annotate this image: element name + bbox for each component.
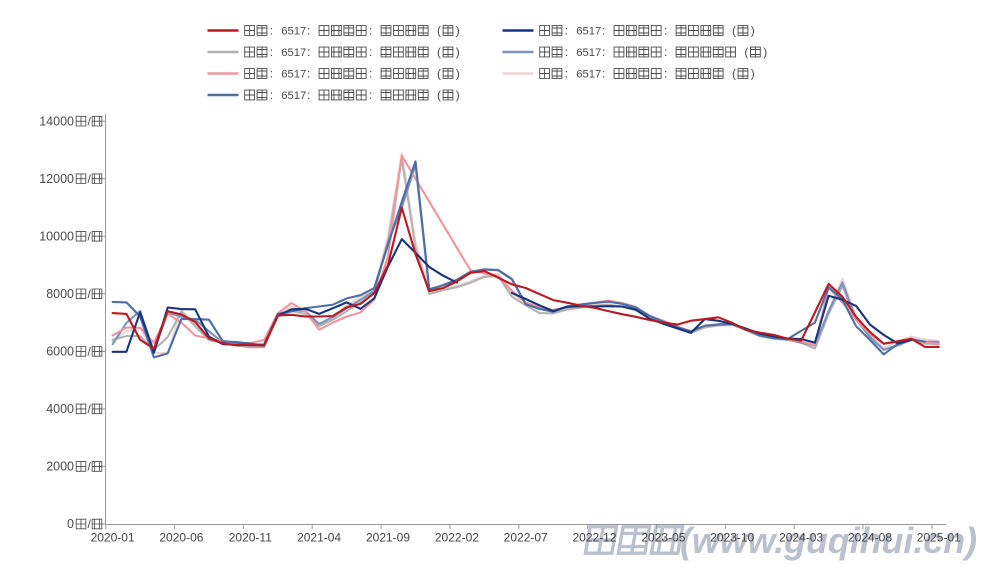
- svg-text::: :: [307, 45, 310, 59]
- svg-text::: :: [369, 24, 372, 38]
- svg-text:2022-12: 2022-12: [572, 531, 616, 545]
- svg-text:2024-03: 2024-03: [779, 531, 823, 545]
- svg-text:/: /: [88, 345, 92, 359]
- svg-text:2020-06: 2020-06: [159, 531, 203, 545]
- svg-text:2021-04: 2021-04: [297, 531, 341, 545]
- svg-text::: :: [565, 67, 568, 81]
- svg-text:12000: 12000: [39, 172, 74, 186]
- svg-text:/: /: [88, 402, 92, 416]
- svg-text:14000: 14000: [39, 114, 74, 128]
- svg-text:(www.guqihui.cn): (www.guqihui.cn): [680, 520, 977, 561]
- svg-text:2021-09: 2021-09: [366, 531, 410, 545]
- svg-text::: :: [565, 24, 568, 38]
- svg-text::: :: [369, 88, 372, 102]
- svg-text:): ): [456, 88, 460, 102]
- svg-text::: :: [270, 88, 273, 102]
- svg-text:6000: 6000: [46, 345, 74, 359]
- svg-text:8000: 8000: [46, 287, 74, 301]
- svg-text:2024-08: 2024-08: [848, 531, 892, 545]
- svg-text:(: (: [437, 67, 441, 81]
- svg-text::: :: [270, 24, 273, 38]
- svg-text::: :: [270, 67, 273, 81]
- svg-text:(: (: [437, 45, 441, 59]
- svg-text:6517: 6517: [281, 26, 306, 38]
- svg-text:/: /: [88, 517, 92, 531]
- svg-text:2023-10: 2023-10: [710, 531, 754, 545]
- svg-text:10000: 10000: [39, 229, 74, 243]
- svg-text:(: (: [732, 24, 736, 38]
- svg-text:): ): [763, 45, 767, 59]
- svg-text:2025-01: 2025-01: [917, 531, 961, 545]
- svg-text:4000: 4000: [46, 402, 74, 416]
- svg-text::: :: [602, 45, 605, 59]
- svg-text:6517: 6517: [281, 90, 306, 102]
- svg-text:): ): [751, 24, 755, 38]
- svg-text::: :: [664, 24, 667, 38]
- svg-text:/: /: [88, 460, 92, 474]
- svg-text:): ): [751, 67, 755, 81]
- svg-text:6517: 6517: [281, 69, 306, 81]
- svg-text:(: (: [437, 88, 441, 102]
- svg-text:6517: 6517: [281, 47, 306, 59]
- svg-text:/: /: [88, 172, 92, 186]
- svg-text:2020-11: 2020-11: [229, 531, 272, 545]
- svg-text:2020-01: 2020-01: [91, 531, 135, 545]
- svg-text:2022-07: 2022-07: [504, 531, 548, 545]
- svg-text::: :: [307, 67, 310, 81]
- svg-text:(: (: [732, 67, 736, 81]
- svg-text::: :: [664, 67, 667, 81]
- svg-text:): ): [456, 45, 460, 59]
- svg-text::: :: [270, 45, 273, 59]
- svg-text::: :: [369, 45, 372, 59]
- svg-text:2022-02: 2022-02: [435, 531, 479, 545]
- svg-text:0: 0: [67, 517, 74, 531]
- svg-text::: :: [307, 24, 310, 38]
- svg-text::: :: [664, 45, 667, 59]
- svg-text:2000: 2000: [46, 460, 74, 474]
- svg-text:): ): [456, 67, 460, 81]
- svg-text::: :: [602, 67, 605, 81]
- svg-text:6517: 6517: [576, 26, 601, 38]
- svg-text::: :: [602, 24, 605, 38]
- svg-text:6517: 6517: [576, 69, 601, 81]
- svg-text::: :: [369, 67, 372, 81]
- svg-text:/: /: [88, 287, 92, 301]
- svg-text:(: (: [744, 45, 748, 59]
- svg-text:6517: 6517: [576, 47, 601, 59]
- svg-text::: :: [565, 45, 568, 59]
- svg-text:): ): [456, 24, 460, 38]
- svg-text::: :: [307, 88, 310, 102]
- svg-text:/: /: [88, 114, 92, 128]
- svg-text:(: (: [437, 24, 441, 38]
- svg-text:/: /: [88, 229, 92, 243]
- svg-text:2023-05: 2023-05: [641, 531, 685, 545]
